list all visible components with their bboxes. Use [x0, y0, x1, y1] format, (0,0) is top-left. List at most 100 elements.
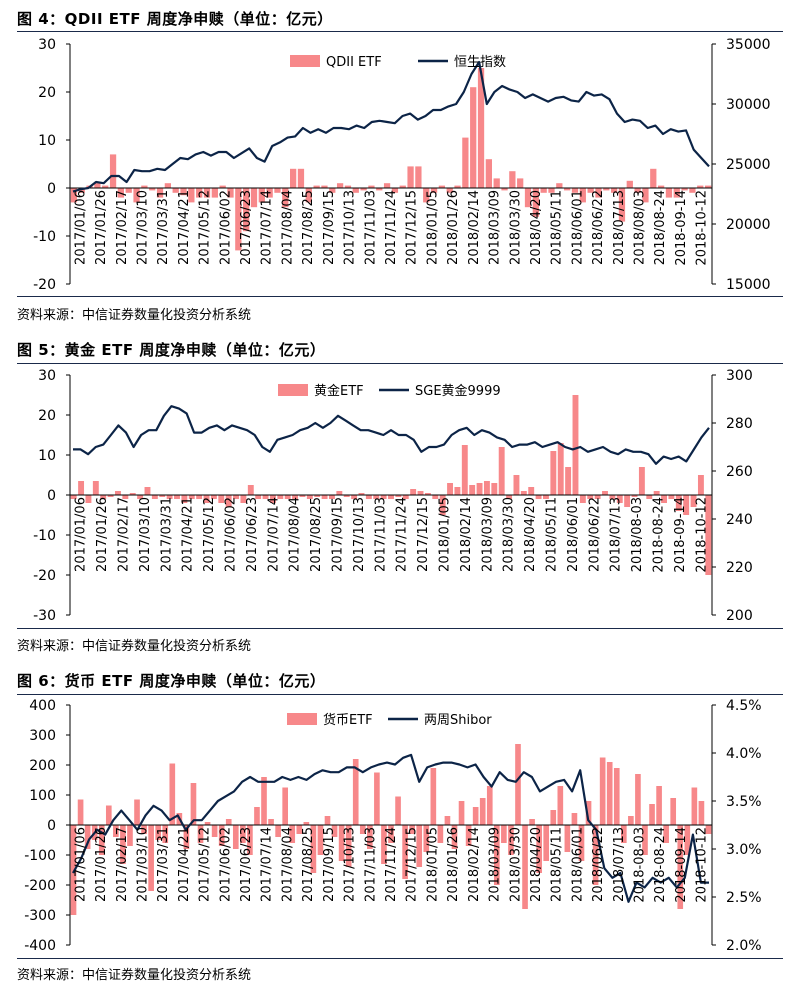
bar [587, 188, 594, 193]
bar [524, 188, 532, 208]
y-left-tick-label: 0 [47, 181, 56, 197]
bar [399, 185, 406, 188]
x-tick-label: 2018/06/01 [570, 827, 585, 902]
bar [479, 798, 486, 825]
y-right-tick-label: 30000 [726, 97, 771, 113]
y-right-tick-label: 2.0% [726, 938, 762, 954]
x-tick-label: 2018/03/09 [480, 497, 495, 572]
bar [572, 395, 579, 495]
x-tick-label: 2017/01/26 [95, 497, 110, 572]
bar [166, 495, 173, 499]
bar [240, 495, 247, 503]
bar [314, 495, 321, 497]
x-tick-label: 2017/09/15 [331, 497, 346, 572]
bar [565, 467, 572, 495]
bar [218, 495, 225, 503]
x-tick-label: 2017/03/10 [138, 497, 153, 572]
bar [188, 495, 195, 499]
bar [548, 188, 555, 193]
bar [494, 825, 500, 885]
y-left-tick-label: -400 [24, 938, 56, 954]
y-right-tick-label: 35000 [726, 37, 771, 53]
x-tick-label: 2017/06/02 [218, 190, 233, 265]
x-tick-label: 2017/06/02 [218, 827, 233, 902]
bar [438, 185, 446, 188]
bar [705, 495, 712, 575]
bar [628, 816, 634, 825]
bar [225, 495, 232, 507]
y-left-tick-label: -20 [33, 277, 56, 293]
bar [631, 495, 638, 497]
x-tick-label: 2017/08/25 [309, 497, 324, 572]
x-tick-label: 2017/01/26 [94, 190, 109, 265]
bar [603, 188, 610, 191]
chart-title: 图 5：黄金 ETF 周度净申赎（单位：亿元） [17, 341, 326, 359]
bar [618, 188, 626, 222]
bar [290, 168, 297, 188]
x-tick-label: 2017/08/25 [301, 190, 316, 265]
bar [78, 481, 85, 495]
bar [225, 819, 232, 825]
bar [477, 68, 485, 188]
bar [432, 495, 439, 499]
line-series [73, 405, 710, 465]
bar [626, 180, 633, 188]
bar [255, 495, 262, 499]
bar [169, 763, 176, 825]
bar [634, 188, 641, 193]
bar [94, 183, 101, 188]
x-tick-label: 2017/07/14 [266, 497, 281, 572]
bar [402, 495, 409, 499]
bar [122, 495, 129, 499]
bar [196, 188, 203, 198]
bar [635, 774, 641, 825]
legend-bar-swatch [290, 55, 320, 67]
x-tick-label: 2017/09/15 [322, 190, 337, 265]
bar [262, 495, 269, 499]
bar [491, 483, 498, 495]
bar [684, 825, 691, 855]
x-tick-label: 2017/07/14 [260, 827, 275, 902]
y-left-tick-label: 30 [38, 368, 56, 384]
bar [472, 807, 479, 825]
x-tick-label: 2018/08-24 [653, 190, 668, 265]
bar [373, 495, 380, 499]
x-tick-label: 2018/02/14 [467, 827, 482, 902]
x-tick-label: 2018/05/11 [545, 497, 560, 572]
bar [289, 825, 296, 843]
bar [595, 188, 602, 198]
y-left-tick-label: -200 [24, 878, 56, 894]
chart-svg: -30 -20 -10 0 10 20 30 200 220 240 260 280 300 2017/0… [33, 368, 753, 624]
bar [129, 493, 136, 495]
x-tick-label: 2018/02/14 [467, 190, 482, 265]
bar [535, 495, 542, 499]
bar [310, 825, 317, 873]
x-tick-label: 2017/11/24 [384, 190, 399, 265]
bar [653, 491, 660, 495]
bar [297, 168, 305, 188]
x-tick-label: 2018/07/13 [609, 497, 624, 572]
bar [70, 188, 78, 203]
bar [424, 493, 431, 495]
x-tick-label: 2017/08/04 [280, 827, 295, 902]
x-tick-label: 2017/08/04 [280, 190, 295, 265]
x-tick-label: 2017/06/02 [224, 497, 239, 572]
bar [649, 804, 655, 825]
bar [250, 188, 258, 208]
bar [587, 495, 594, 499]
bar [113, 825, 119, 837]
bar [670, 798, 677, 825]
bar [665, 188, 673, 198]
x-tick-label: 2017/03/10 [135, 190, 150, 265]
bar [493, 178, 500, 188]
bar [284, 495, 291, 499]
bar [458, 801, 465, 825]
x-tick-label: 2017/04/21 [177, 827, 192, 902]
bar [520, 491, 527, 495]
x-tick-label: 2018/03/09 [488, 827, 503, 902]
x-tick-label: 2017/10/13 [352, 497, 367, 572]
bar [84, 825, 91, 849]
bar [324, 816, 331, 825]
bar [125, 188, 132, 193]
bar [439, 495, 446, 515]
